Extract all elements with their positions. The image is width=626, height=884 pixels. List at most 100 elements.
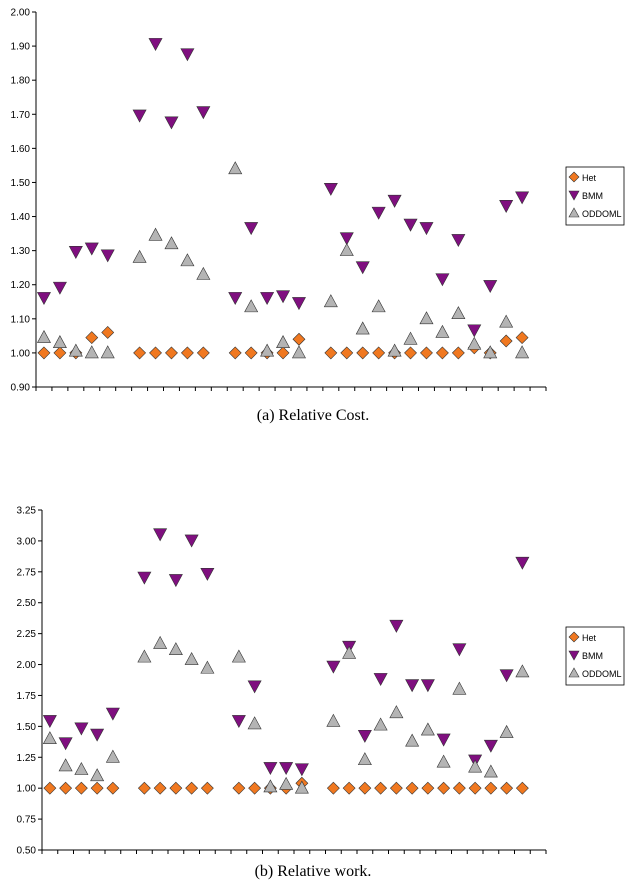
legend-marker-het xyxy=(568,171,580,183)
point-het-27 xyxy=(500,781,514,795)
point-oddoml-16 xyxy=(323,294,338,308)
point-bmm-14 xyxy=(279,762,294,776)
point-het-28 xyxy=(515,781,529,795)
point-het-14 xyxy=(276,346,290,360)
point-bmm-28 xyxy=(515,556,530,570)
point-oddoml-23 xyxy=(435,324,450,338)
point-het-12 xyxy=(244,346,258,360)
point-oddoml-12 xyxy=(247,716,262,730)
point-bmm-9 xyxy=(180,48,195,62)
legend-label-oddoml: ODDOML xyxy=(582,209,622,219)
point-bmm-16 xyxy=(323,182,338,196)
point-bmm-12 xyxy=(247,680,262,694)
y-tick-label: 1.30 xyxy=(11,246,31,257)
legend-marker-oddoml xyxy=(568,207,580,218)
point-oddoml-2 xyxy=(58,758,73,772)
point-bmm-10 xyxy=(200,567,215,581)
point-het-17 xyxy=(342,781,356,795)
point-bmm-9 xyxy=(184,534,199,548)
legend-marker-bmm xyxy=(568,190,580,201)
chart-caption: (b) Relative work. xyxy=(255,863,372,880)
point-bmm-6 xyxy=(137,571,152,585)
point-oddoml-8 xyxy=(168,642,183,656)
point-het-4 xyxy=(90,781,104,795)
legend-marker-oddoml xyxy=(568,667,580,678)
y-tick-label: 2.25 xyxy=(17,629,37,640)
point-bmm-24 xyxy=(451,234,466,248)
y-tick-label: 2.00 xyxy=(17,660,37,671)
point-het-17 xyxy=(340,346,354,360)
point-bmm-26 xyxy=(483,280,498,294)
y-tick-label: 2.50 xyxy=(17,598,37,609)
point-het-24 xyxy=(451,346,465,360)
point-bmm-24 xyxy=(452,643,467,657)
point-oddoml-5 xyxy=(105,749,120,763)
point-oddoml-14 xyxy=(276,335,291,348)
point-bmm-25 xyxy=(467,324,482,338)
point-oddoml-9 xyxy=(180,253,195,267)
point-oddoml-19 xyxy=(371,299,386,313)
point-bmm-26 xyxy=(483,739,498,753)
point-oddoml-11 xyxy=(231,649,246,663)
point-bmm-7 xyxy=(153,528,168,542)
y-tick-label: 1.90 xyxy=(11,42,31,53)
point-bmm-8 xyxy=(168,574,183,588)
point-bmm-5 xyxy=(100,249,115,263)
y-tick-label: 2.00 xyxy=(11,8,31,19)
point-oddoml-7 xyxy=(153,635,168,649)
y-tick-label: 0.50 xyxy=(17,846,37,857)
point-het-20 xyxy=(389,781,403,795)
point-oddoml-11 xyxy=(228,161,243,175)
point-bmm-22 xyxy=(420,679,435,693)
point-oddoml-23 xyxy=(436,754,451,768)
point-het-28 xyxy=(515,331,529,344)
point-het-11 xyxy=(228,346,242,360)
point-het-18 xyxy=(358,781,372,795)
point-bmm-21 xyxy=(403,218,418,232)
point-bmm-3 xyxy=(74,722,89,736)
point-het-3 xyxy=(74,781,88,795)
legend-label-bmm: BMM xyxy=(582,191,603,201)
point-bmm-17 xyxy=(339,232,354,246)
point-oddoml-13 xyxy=(260,343,275,357)
point-het-22 xyxy=(421,781,435,795)
point-het-5 xyxy=(101,326,115,339)
legend-label-het: Het xyxy=(582,633,597,643)
point-oddoml-25 xyxy=(468,759,483,773)
point-oddoml-17 xyxy=(342,645,357,659)
point-oddoml-28 xyxy=(515,664,530,678)
chart-caption: (a) Relative Cost. xyxy=(257,407,369,424)
point-bmm-13 xyxy=(263,762,278,776)
point-het-5 xyxy=(106,781,120,795)
legend-marker-het xyxy=(568,631,580,643)
point-oddoml-7 xyxy=(148,227,163,241)
point-oddoml-26 xyxy=(483,345,498,359)
point-het-1 xyxy=(37,346,51,360)
point-het-9 xyxy=(180,346,194,360)
point-oddoml-24 xyxy=(452,681,467,695)
y-tick-label: 1.50 xyxy=(17,722,37,733)
point-oddoml-22 xyxy=(420,722,435,736)
point-oddoml-19 xyxy=(373,717,388,731)
point-het-9 xyxy=(185,781,199,795)
point-oddoml-8 xyxy=(164,236,179,250)
point-oddoml-18 xyxy=(355,321,370,335)
point-oddoml-13 xyxy=(263,779,278,793)
point-oddoml-22 xyxy=(419,311,434,325)
point-het-12 xyxy=(248,781,262,795)
point-bmm-19 xyxy=(371,206,386,220)
point-oddoml-15 xyxy=(291,345,306,359)
point-het-8 xyxy=(165,346,178,360)
point-oddoml-25 xyxy=(467,336,482,350)
y-tick-label: 1.80 xyxy=(11,76,31,87)
point-bmm-1 xyxy=(42,715,57,729)
point-het-25 xyxy=(468,781,482,795)
point-het-1 xyxy=(43,781,57,795)
point-oddoml-4 xyxy=(84,345,99,359)
point-bmm-4 xyxy=(90,728,105,742)
point-bmm-3 xyxy=(68,246,83,259)
y-tick-label: 1.70 xyxy=(11,110,31,121)
point-bmm-6 xyxy=(132,109,147,123)
point-het-11 xyxy=(232,781,246,795)
point-het-2 xyxy=(59,781,73,795)
